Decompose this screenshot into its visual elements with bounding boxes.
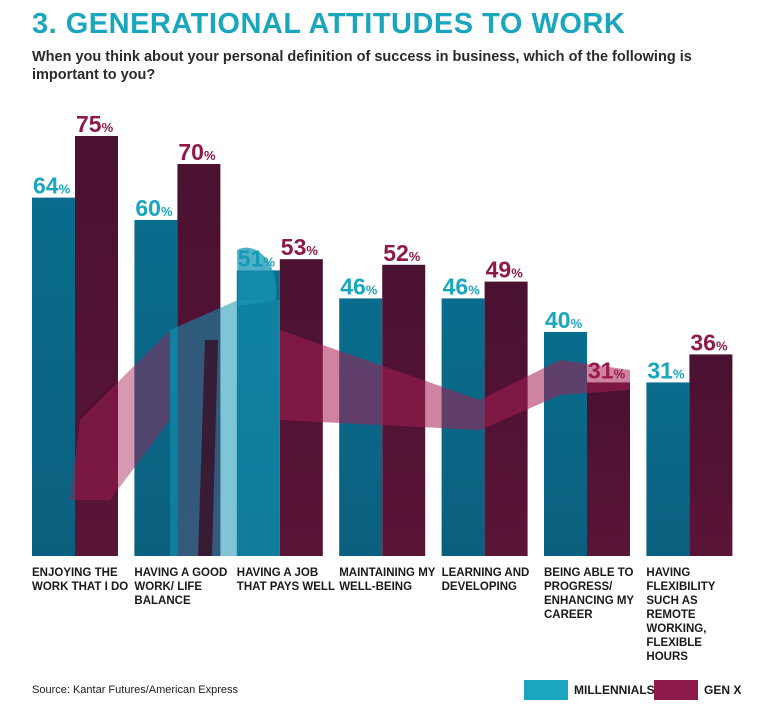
source-note: Source: Kantar Futures/American Express xyxy=(32,684,239,696)
value-label-genx: 53% xyxy=(281,234,319,260)
value-label-millennials: 60% xyxy=(135,195,173,221)
bar-genx xyxy=(689,354,733,556)
category-label: ENJOYING THE WORK THAT I DO xyxy=(32,567,129,593)
photo-arm-right xyxy=(280,330,630,430)
value-label-millennials: 40% xyxy=(545,307,583,333)
category-label: LEARNING AND DEVELOPING xyxy=(441,567,530,593)
value-label-millennials: 46% xyxy=(443,273,481,299)
legend-item-genx: GEN X xyxy=(654,680,741,700)
value-label-millennials: 31% xyxy=(647,357,685,383)
value-label-millennials: 64% xyxy=(33,173,71,199)
bar-genx xyxy=(75,136,118,556)
photo-torso xyxy=(170,300,280,556)
bar-millennials xyxy=(32,197,75,556)
legend-swatch-millennials xyxy=(524,680,568,700)
photo-head xyxy=(237,247,277,306)
chart-subtitle: When you think about your personal defin… xyxy=(32,49,692,83)
value-label-genx: 70% xyxy=(178,139,216,165)
value-label-genx: 75% xyxy=(76,111,114,137)
category-label: HAVING FLEXIBILITY SUCH AS REMOTE WORKIN… xyxy=(646,567,716,663)
bar-millennials xyxy=(339,298,383,556)
value-label-millennials: 46% xyxy=(340,273,378,299)
bar-genx xyxy=(587,382,630,556)
category-label: BEING ABLE TO PROGRESS/ ENHANCING MY CAR… xyxy=(544,567,634,621)
value-label-genx: 52% xyxy=(383,240,421,266)
value-label-genx: 49% xyxy=(486,257,524,283)
value-label-genx: 36% xyxy=(690,329,728,355)
photo-tie xyxy=(198,340,218,556)
legend-swatch-genx xyxy=(654,680,698,700)
category-label: HAVING A JOB THAT PAYS WELL xyxy=(236,567,335,593)
bar-millennials xyxy=(646,382,690,556)
legend-item-millennials: MILLENNIALS xyxy=(524,680,655,700)
legend-label-millennials: MILLENNIALS xyxy=(574,683,655,697)
photo-arm-left xyxy=(70,330,170,500)
page-title: 3. GENERATIONAL ATTITUDES TO WORK xyxy=(32,8,626,40)
category-label: MAINTAINING MY WELL-BEING xyxy=(339,567,436,593)
category-label: HAVING A GOOD WORK/ LIFE BALANCE xyxy=(134,567,228,607)
legend-label-genx: GEN X xyxy=(704,683,742,697)
